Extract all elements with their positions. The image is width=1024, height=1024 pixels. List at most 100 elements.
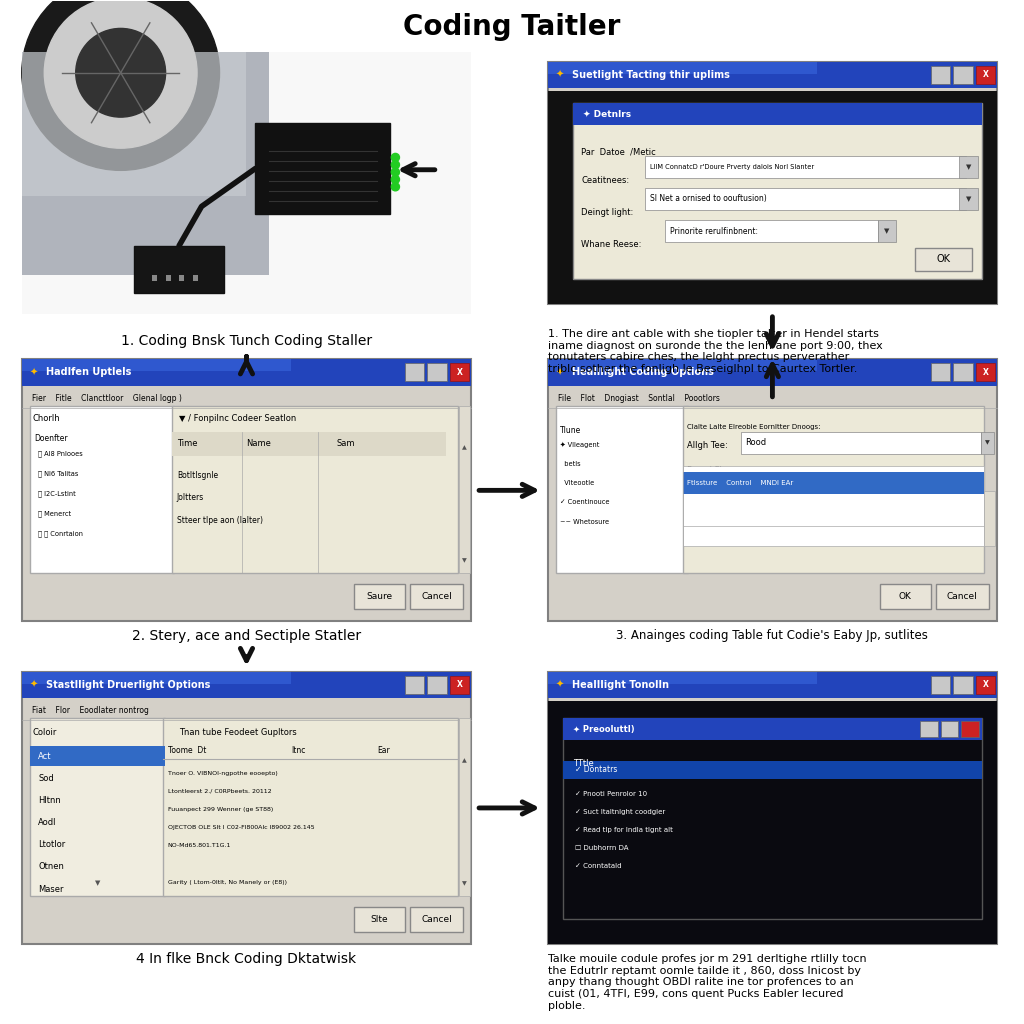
FancyBboxPatch shape [548, 672, 997, 698]
FancyBboxPatch shape [880, 584, 931, 609]
Text: ✦: ✦ [30, 368, 38, 378]
FancyBboxPatch shape [153, 275, 158, 282]
Text: Famel Flour: Famel Flour [687, 466, 736, 475]
Text: ▼: ▼ [966, 196, 971, 202]
FancyBboxPatch shape [134, 246, 224, 293]
FancyBboxPatch shape [22, 672, 292, 684]
Text: Hadlfen Uptlels: Hadlfen Uptlels [46, 368, 132, 378]
FancyBboxPatch shape [450, 364, 469, 382]
FancyBboxPatch shape [984, 492, 995, 546]
Text: Healllight Coding Options: Healllight Coding Options [572, 368, 714, 378]
Text: ✓ Dontatrs: ✓ Dontatrs [575, 765, 617, 774]
Text: Time: Time [177, 439, 198, 449]
FancyBboxPatch shape [22, 52, 471, 314]
Text: Stastllight Druerlight Options: Stastllight Druerlight Options [46, 680, 211, 690]
Text: Cancel: Cancel [421, 592, 452, 601]
Text: X: X [982, 71, 988, 80]
Text: Sod: Sod [38, 774, 54, 782]
Text: Deingt light:: Deingt light: [582, 208, 634, 217]
Text: Fiat    Flor    Eoodlater nontrog: Fiat Flor Eoodlater nontrog [32, 707, 148, 715]
FancyBboxPatch shape [22, 52, 247, 196]
FancyBboxPatch shape [164, 718, 458, 896]
FancyBboxPatch shape [548, 91, 997, 304]
Text: NO-Md65.801.T1G.1: NO-Md65.801.T1G.1 [168, 843, 231, 848]
FancyBboxPatch shape [22, 359, 292, 371]
Text: ✦: ✦ [30, 680, 38, 690]
Text: ▼: ▼ [462, 558, 467, 563]
FancyBboxPatch shape [22, 359, 471, 385]
Text: ~~ Whetosure: ~~ Whetosure [560, 518, 609, 524]
Text: Maser: Maser [38, 885, 63, 894]
Text: File    Flot    Dnogiast    Sontlal    Poootlors: File Flot Dnogiast Sontlal Poootlors [558, 393, 720, 402]
Text: 🟡 Menerct: 🟡 Menerct [38, 511, 72, 517]
Text: Otnen: Otnen [38, 862, 65, 871]
FancyBboxPatch shape [953, 676, 973, 694]
Text: Tlune: Tlune [560, 426, 582, 435]
FancyBboxPatch shape [353, 906, 404, 932]
Text: X: X [982, 368, 988, 377]
FancyBboxPatch shape [410, 906, 463, 932]
Text: Act: Act [38, 752, 51, 761]
FancyBboxPatch shape [921, 721, 938, 737]
FancyBboxPatch shape [959, 156, 978, 178]
FancyBboxPatch shape [741, 432, 981, 454]
Text: Hltnn: Hltnn [38, 796, 60, 805]
FancyBboxPatch shape [981, 432, 994, 454]
Text: Doenfter: Doenfter [34, 434, 68, 443]
FancyBboxPatch shape [645, 187, 967, 210]
Text: Vlteootle: Vlteootle [560, 480, 594, 486]
FancyBboxPatch shape [255, 123, 390, 214]
Text: Suetlight Tacting thir uplims: Suetlight Tacting thir uplims [572, 70, 730, 80]
FancyBboxPatch shape [427, 364, 446, 382]
FancyBboxPatch shape [427, 676, 446, 694]
FancyBboxPatch shape [666, 220, 878, 243]
FancyBboxPatch shape [976, 66, 995, 84]
FancyBboxPatch shape [931, 364, 950, 382]
Text: ▲: ▲ [462, 445, 467, 451]
Text: Tnoer O. VIBNOI-ngpothe eooepto): Tnoer O. VIBNOI-ngpothe eooepto) [168, 771, 278, 775]
FancyBboxPatch shape [976, 364, 995, 382]
FancyBboxPatch shape [548, 672, 997, 944]
Text: Ltontleerst 2./ C0RPbeets. 20112: Ltontleerst 2./ C0RPbeets. 20112 [168, 788, 271, 794]
Text: Talke mouile codule profes jor m 291 derltighe rtlilly tocn
the Edutrlr reptamt : Talke mouile codule profes jor m 291 der… [548, 954, 866, 1011]
Text: Whane Reese:: Whane Reese: [582, 241, 642, 249]
FancyBboxPatch shape [22, 359, 471, 622]
FancyBboxPatch shape [548, 359, 997, 385]
Text: ✓ Conntatald: ✓ Conntatald [575, 863, 622, 869]
FancyBboxPatch shape [941, 721, 958, 737]
Text: Finegunlb: Finegunlb [34, 746, 72, 756]
FancyBboxPatch shape [353, 584, 404, 609]
Text: Allgh Tee:: Allgh Tee: [687, 441, 728, 450]
Text: 1. The dire ant cable with she tiopler talter in Hendel starts
iname diagnost on: 1. The dire ant cable with she tiopler t… [548, 329, 883, 374]
Circle shape [391, 182, 399, 190]
Text: ✦: ✦ [556, 70, 564, 80]
Text: 🔵 AI8 Pnlooes: 🔵 AI8 Pnlooes [38, 450, 83, 457]
Text: ✓ Suct ltaltnlght coodgler: ✓ Suct ltaltnlght coodgler [575, 809, 666, 815]
Circle shape [391, 175, 399, 183]
Text: Coding Taitler: Coding Taitler [403, 12, 621, 41]
FancyBboxPatch shape [22, 52, 269, 274]
FancyBboxPatch shape [563, 718, 982, 740]
FancyBboxPatch shape [548, 61, 817, 74]
Text: ▼: ▼ [884, 228, 890, 234]
Text: OK: OK [899, 592, 911, 601]
FancyBboxPatch shape [548, 672, 817, 684]
Text: OK: OK [937, 255, 951, 264]
Text: Fier    Fitle    Clancttloor    Glenal logp ): Fier Fitle Clancttloor Glenal logp ) [32, 393, 182, 402]
FancyBboxPatch shape [573, 103, 982, 125]
Text: X: X [457, 680, 463, 689]
Text: Saure: Saure [367, 592, 392, 601]
Text: Prinorite rerulfinbnent:: Prinorite rerulfinbnent: [671, 226, 759, 236]
FancyBboxPatch shape [166, 275, 171, 282]
FancyBboxPatch shape [404, 364, 424, 382]
Text: ✓ Coentinouce: ✓ Coentinouce [560, 500, 609, 506]
FancyBboxPatch shape [548, 61, 997, 304]
Text: Stteer tlpe aon (lalter): Stteer tlpe aon (lalter) [177, 515, 263, 524]
FancyBboxPatch shape [915, 249, 972, 270]
FancyBboxPatch shape [459, 718, 470, 896]
FancyBboxPatch shape [404, 676, 424, 694]
Text: Slte: Slte [371, 914, 388, 924]
Text: Name: Name [247, 439, 271, 449]
FancyBboxPatch shape [959, 187, 978, 210]
Text: Itnc: Itnc [292, 746, 306, 756]
